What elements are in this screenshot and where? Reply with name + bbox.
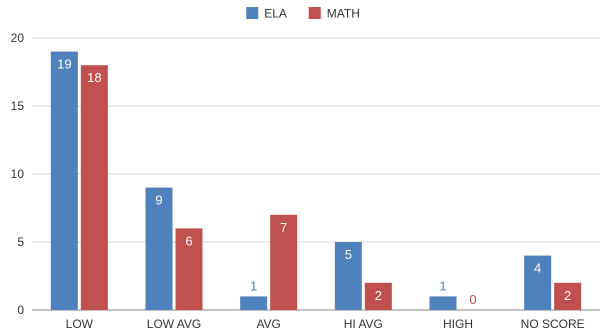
bar-math-no-score [554, 282, 582, 310]
legend-label-ela: ELA [264, 7, 287, 21]
y-tick-label-15: 15 [11, 99, 25, 113]
y-tick-label-5: 5 [17, 235, 24, 249]
legend-label-math: MATH [327, 7, 360, 21]
bar-ela-hi-avg [334, 242, 362, 310]
data-label-math-no-score: 2 [564, 288, 571, 303]
bar-ela-no-score [524, 255, 552, 310]
y-tick-label-10: 10 [11, 167, 25, 181]
bar-ela-low-avg [145, 187, 173, 310]
data-label-math-low-avg: 6 [185, 233, 192, 248]
bars [50, 51, 582, 310]
data-label-ela-no-score: 4 [534, 261, 541, 276]
bar-math-low-avg [175, 228, 203, 310]
gridlines [32, 37, 600, 311]
bar-math-hi-avg [364, 282, 392, 310]
bar-ela-low [50, 51, 78, 310]
data-label-math-low: 18 [87, 70, 101, 85]
legend-swatch-math [308, 7, 321, 19]
data-label-math-high: 0 [469, 292, 476, 307]
y-axis-tick-labels: 0 5 10 15 20 [11, 31, 25, 317]
x-tick-label-low-avg: LOW AVG [147, 317, 201, 330]
x-tick-label-avg: AVG [256, 317, 280, 330]
data-label-ela-low: 19 [57, 57, 71, 72]
x-tick-label-no-score: NO SCORE [521, 317, 585, 330]
x-tick-label-hi-avg: HI AVG [344, 317, 383, 330]
x-tick-label-high: HIGH [443, 317, 473, 330]
bar-ela-high [429, 296, 457, 310]
bar-math-avg [270, 214, 298, 310]
data-label-ela-low-avg: 9 [155, 193, 162, 208]
legend-swatch-ela [246, 7, 259, 19]
bar-ela-avg [240, 296, 268, 310]
data-label-ela-high: 1 [439, 278, 446, 293]
y-tick-label-0: 0 [17, 303, 24, 317]
data-label-math-hi-avg: 2 [375, 288, 382, 303]
x-axis-tick-labels: LOW LOW AVG AVG HI AVG HIGH NO SCORE [66, 317, 585, 330]
data-label-ela-hi-avg: 5 [345, 247, 352, 262]
data-labels: 19 18 9 6 1 7 5 2 1 0 4 2 [57, 57, 571, 307]
x-tick-label-low: LOW [66, 317, 94, 330]
y-tick-label-20: 20 [11, 31, 25, 45]
data-label-ela-avg: 1 [250, 278, 257, 293]
legend: ELA MATH [246, 7, 360, 21]
bar-math-low [80, 65, 108, 310]
data-label-math-avg: 7 [280, 220, 287, 235]
